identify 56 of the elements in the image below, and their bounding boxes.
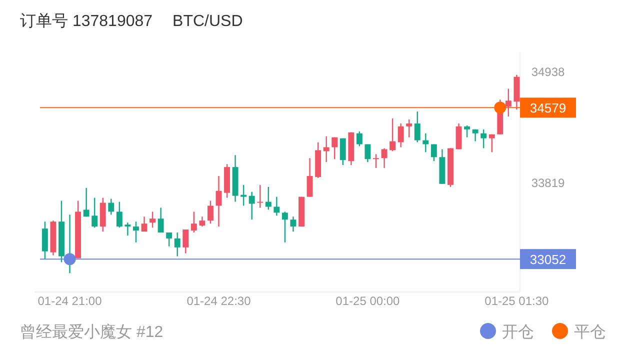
candlestick — [381, 148, 388, 169]
x-tick-label: 01-25 01:30 — [484, 294, 550, 308]
candlestick — [274, 196, 280, 216]
candlestick — [42, 221, 48, 260]
candlestick — [390, 118, 396, 152]
title: 订单号 137819087 BTC/USD — [20, 13, 243, 30]
candlestick — [199, 216, 206, 228]
candlestick — [108, 198, 114, 216]
candlestick — [100, 197, 106, 232]
candlestick — [207, 200, 214, 224]
candlestick — [182, 228, 189, 254]
ref-line-label: 34579 — [530, 100, 566, 116]
candlestick — [356, 130, 362, 147]
candlestick — [83, 187, 90, 218]
legend-label: 平仓 — [574, 324, 606, 341]
candlestick — [190, 211, 197, 234]
candlestick — [323, 136, 330, 163]
candlestick — [464, 124, 470, 138]
candlestick — [141, 216, 148, 232]
candlestick — [116, 201, 122, 228]
y-tick-label: 33819 — [531, 176, 566, 190]
candlestick — [306, 158, 313, 198]
candlestick — [240, 184, 247, 206]
candlestick — [430, 144, 437, 162]
candlestick — [265, 186, 272, 210]
candlestick — [290, 216, 296, 232]
candlestick — [364, 144, 371, 163]
candlestick — [505, 88, 512, 118]
candlestick — [373, 154, 379, 169]
text: 曾经最爱小魔女 #12 — [20, 323, 164, 341]
candlestick — [422, 132, 429, 153]
candlestick — [216, 175, 222, 228]
candlestick — [406, 118, 412, 138]
candlestick — [456, 122, 462, 150]
candlestick — [166, 232, 172, 247]
candlestick — [124, 222, 131, 236]
x-tick-label: 01-24 21:00 — [38, 294, 102, 308]
candlestick — [248, 191, 255, 220]
candlestick — [158, 207, 164, 234]
candlestick — [132, 221, 139, 244]
candlestick — [340, 138, 346, 166]
candlestick — [332, 136, 338, 160]
candlestick — [257, 184, 264, 208]
candlestick — [480, 128, 487, 149]
candlestick — [92, 197, 98, 228]
candlestick — [398, 122, 404, 148]
candlestick — [174, 232, 180, 257]
candlestick — [414, 110, 420, 143]
candlestick — [282, 211, 288, 244]
candlestick — [488, 134, 495, 153]
x-tick-label: 01-25 00:00 — [336, 294, 400, 308]
legend-label: 开仓 — [502, 324, 534, 341]
x-tick-label: 01-24 22:30 — [186, 294, 252, 308]
ref-line-label: 33052 — [530, 252, 566, 268]
candlestick — [150, 211, 156, 228]
y-tick-label: 34938 — [531, 65, 566, 80]
